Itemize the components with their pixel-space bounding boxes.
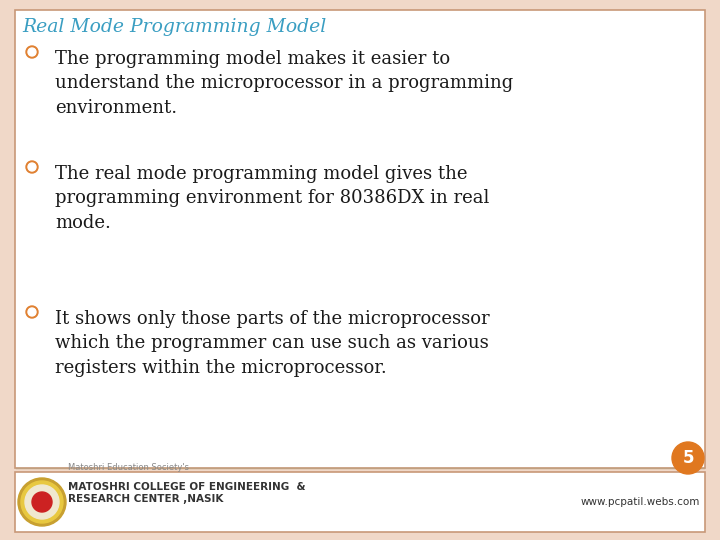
Circle shape: [26, 46, 38, 58]
Text: RESEARCH CENTER ,NASIK: RESEARCH CENTER ,NASIK: [68, 494, 223, 504]
Circle shape: [26, 306, 38, 318]
Text: www.pcpatil.webs.com: www.pcpatil.webs.com: [580, 497, 700, 507]
FancyBboxPatch shape: [3, 3, 717, 10]
Circle shape: [25, 485, 59, 519]
FancyBboxPatch shape: [15, 10, 705, 468]
FancyBboxPatch shape: [15, 472, 705, 532]
Circle shape: [28, 163, 36, 171]
Circle shape: [18, 478, 66, 526]
Text: It shows only those parts of the microprocessor
which the programmer can use suc: It shows only those parts of the micropr…: [55, 310, 490, 376]
Text: MATOSHRI COLLEGE OF ENGINEERING  &: MATOSHRI COLLEGE OF ENGINEERING &: [68, 482, 305, 492]
Text: Matoshri Education Society's: Matoshri Education Society's: [68, 463, 189, 472]
Circle shape: [672, 442, 704, 474]
Circle shape: [28, 308, 36, 316]
Circle shape: [26, 161, 38, 173]
Text: The real mode programming model gives the
programming environment for 80386DX in: The real mode programming model gives th…: [55, 165, 490, 232]
Circle shape: [32, 492, 52, 512]
FancyBboxPatch shape: [3, 3, 15, 537]
Circle shape: [21, 481, 63, 523]
Text: The programming model makes it easier to
understand the microprocessor in a prog: The programming model makes it easier to…: [55, 50, 513, 117]
FancyBboxPatch shape: [705, 3, 717, 537]
FancyBboxPatch shape: [3, 3, 717, 537]
Circle shape: [28, 48, 36, 56]
Text: Real Mode Programming Model: Real Mode Programming Model: [22, 18, 326, 36]
Text: 5: 5: [683, 449, 694, 467]
